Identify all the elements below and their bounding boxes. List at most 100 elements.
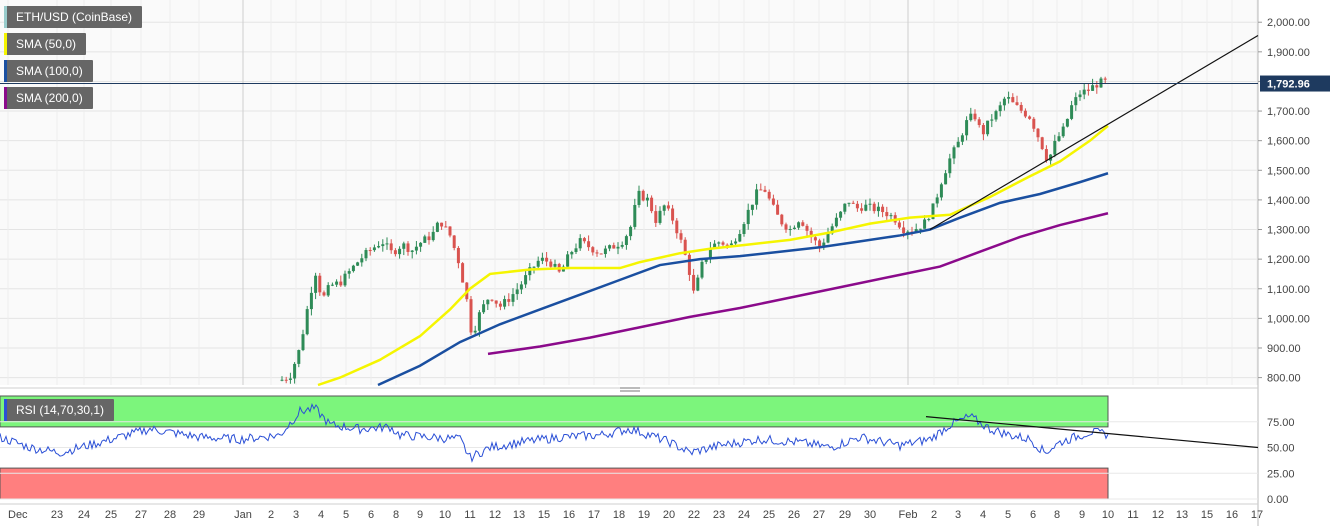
candle-body [377,246,381,248]
candle-body [330,284,334,286]
candle-body [574,248,578,252]
candle [914,223,918,233]
candle-body [360,258,364,263]
candle-body [755,189,759,205]
candle-body [834,217,838,227]
candle [633,198,637,230]
candle [990,114,994,128]
candle [309,286,313,316]
candle-body [494,300,498,304]
candle [851,200,855,205]
candle [498,301,502,311]
candle-body [503,299,507,307]
candle-body [595,252,599,254]
candle [351,264,355,273]
candle [662,204,666,216]
candle-body [515,289,519,295]
candle [356,261,360,266]
candle-body [734,241,738,244]
candle [788,225,792,236]
candle-body [351,265,355,272]
candle [1082,83,1086,100]
candle-body [444,226,448,228]
candle-body [587,241,591,248]
candle [700,259,704,280]
candle [746,203,750,230]
sma50-swatch [4,33,7,55]
candle [1002,96,1006,111]
sma100-legend[interactable]: SMA (100,0) [4,60,93,82]
candle-body [809,230,813,238]
price-tick-label: 1,100.00 [1267,284,1310,296]
time-tick-label: 2 [268,509,274,521]
candle [729,240,733,246]
candle [834,213,838,228]
candle-body [511,294,515,302]
last-price-tag-bg [1260,75,1330,92]
candle [872,201,876,214]
candle [973,109,977,122]
candle-body [473,330,477,333]
candle [364,247,368,262]
candle [1070,100,1074,121]
rsi-panel: 75.00 50.00 25.00 0.00 [0,395,1295,506]
candlestick-series [280,76,1107,384]
candle [776,200,780,215]
candle-body [935,197,939,204]
candle [566,251,570,267]
candle [641,189,645,202]
candle [960,133,964,146]
instrument-legend[interactable]: ETH/USD (CoinBase) [4,6,143,28]
rsi-legend[interactable]: RSI (14,70,30,1) [4,399,115,421]
candle [398,246,402,259]
candle [818,238,822,253]
candle-body [1015,102,1019,105]
candle [347,268,351,279]
time-tick-label: 11 [1127,509,1138,521]
candle [944,169,948,185]
candle-body [297,350,301,364]
candle [771,194,775,206]
candle [410,249,414,259]
candle [335,279,339,287]
candle-body [1044,149,1048,161]
candle-body [1103,78,1107,80]
time-tick-label: 10 [1102,509,1114,521]
support-trend-line [929,35,1259,231]
candle-body [763,189,767,192]
candle [603,245,607,258]
candle [473,325,477,336]
candle [675,218,679,239]
panel-divider[interactable] [0,387,1258,392]
candle-body [305,309,309,335]
candle-body [1095,85,1099,88]
candle [650,195,654,214]
candle [763,185,767,193]
candle-body [364,250,368,259]
candle [503,295,507,310]
candle-body [1078,94,1082,98]
candle-body [742,224,746,234]
candle-body [851,202,855,204]
candle-body [612,245,616,249]
candle [582,236,586,244]
candle-body [729,243,733,246]
candle [1061,123,1065,138]
sma50-legend[interactable]: SMA (50,0) [4,33,87,55]
candle-body [566,254,570,267]
time-tick-label: Jan [234,509,252,521]
candle [511,288,515,307]
candle [414,241,418,255]
candle [1044,145,1048,163]
candle-body [965,120,969,136]
candle-body [797,222,801,228]
candle [658,206,662,225]
candle-body [490,299,494,301]
candle [965,116,969,141]
time-tick-label: 8 [1054,509,1060,521]
candle [654,205,658,227]
sma200-legend[interactable]: SMA (200,0) [4,87,93,109]
candle [431,226,435,242]
sma200-label: SMA (200,0) [16,91,83,105]
